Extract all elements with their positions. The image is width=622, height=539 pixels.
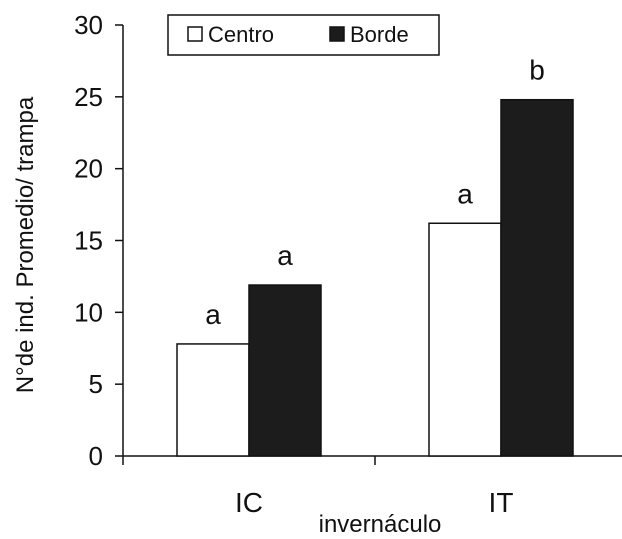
y-axis-label: N°de ind. Promedio/ trampa — [12, 96, 39, 393]
bar-borde-ic — [248, 284, 322, 457]
legend-frame — [167, 14, 440, 56]
bar-significance-label: a — [277, 240, 293, 271]
y-tick-label: 5 — [89, 369, 103, 399]
y-tick-label: 20 — [74, 154, 103, 184]
legend: Centro Borde — [167, 14, 440, 56]
legend-swatch-centro — [187, 26, 203, 42]
x-axis: IC IT — [122, 455, 622, 518]
x-axis-label: invernáculo — [319, 511, 442, 538]
y-axis: 0 5 10 15 20 25 30 — [74, 10, 124, 471]
bar-annotations: a a a b — [205, 55, 545, 330]
legend-swatch-borde — [329, 26, 345, 42]
y-tick-label: 15 — [74, 226, 103, 256]
y-tick-label: 10 — [74, 297, 103, 327]
bar-centro-ic — [176, 343, 250, 457]
legend-label-borde: Borde — [350, 22, 409, 47]
y-tick-label: 25 — [74, 82, 103, 112]
bar-centro-it — [428, 222, 502, 457]
x-tick-label: IT — [489, 487, 514, 518]
bar-borde-it — [500, 98, 574, 457]
legend-label-centro: Centro — [208, 22, 274, 47]
bars — [176, 98, 574, 457]
y-tick-label: 0 — [89, 441, 103, 471]
bar-significance-label: b — [529, 55, 545, 86]
bar-significance-label: a — [457, 178, 473, 209]
bar-significance-label: a — [205, 299, 221, 330]
y-tick-label: 30 — [74, 10, 103, 40]
x-tick-label: IC — [235, 487, 263, 518]
